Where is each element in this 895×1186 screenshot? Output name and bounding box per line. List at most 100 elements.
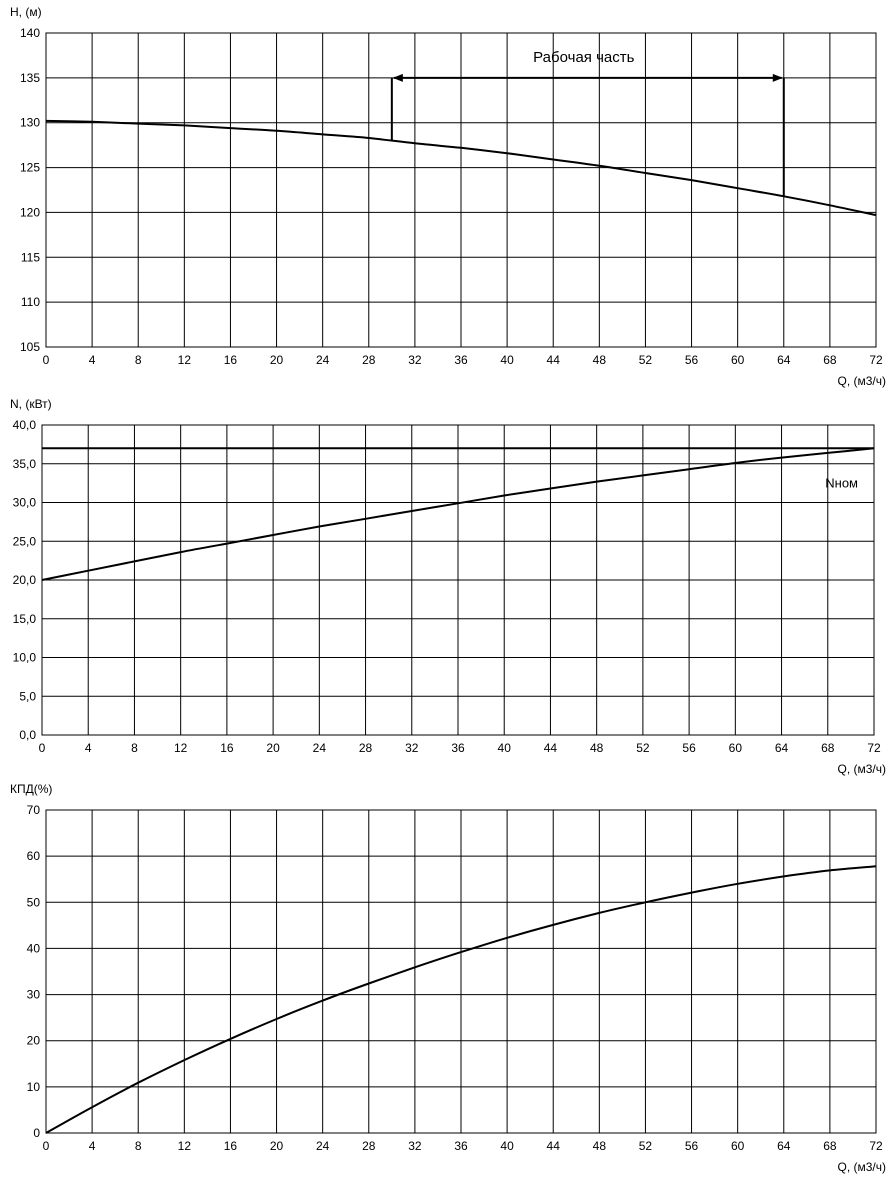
y-tick-label: 130 — [20, 116, 40, 130]
x-tick-label: 24 — [313, 741, 327, 755]
x-tick-label: 56 — [685, 1139, 699, 1153]
x-tick-label: 12 — [178, 353, 192, 367]
x-tick-label: 40 — [500, 353, 514, 367]
x-tick-label: 44 — [544, 741, 558, 755]
x-tick-label: 72 — [869, 353, 883, 367]
y-tick-label: 30,0 — [13, 496, 37, 510]
chart-2: 0 4 8 12 16 20 24 28 32 36 40 44 48 52 56 60 64 68 720,05,… — [10, 397, 886, 776]
y-tick-label: 110 — [21, 295, 40, 309]
x-tick-label: 40 — [498, 741, 512, 755]
x-tick-label: 0 — [43, 353, 50, 367]
x-tick-label: 64 — [777, 1139, 791, 1153]
x-tick-label: 72 — [867, 741, 881, 755]
y-axis-label: N, (кВт) — [10, 397, 52, 411]
working-range-label: Рабочая часть — [533, 49, 634, 66]
y-tick-label: 10 — [27, 1080, 41, 1094]
x-tick-label: 48 — [590, 741, 604, 755]
plot-frame — [45, 809, 877, 1134]
y-tick-label: 60 — [27, 849, 41, 863]
x-tick-label: 72 — [869, 1139, 883, 1153]
x-tick-label: 20 — [266, 741, 280, 755]
x-axis-label: Q, (м3/ч) — [837, 374, 886, 388]
y-tick-label: 140 — [20, 26, 40, 40]
x-tick-label: 32 — [405, 741, 419, 755]
y-tick-label: 0,0 — [19, 728, 36, 742]
x-tick-label: 48 — [593, 353, 607, 367]
x-tick-label: 44 — [547, 1139, 561, 1153]
y-tick-label: 105 — [20, 340, 40, 354]
y-tick-label: 20,0 — [13, 573, 37, 587]
x-tick-label: 56 — [685, 353, 699, 367]
x-tick-label: 20 — [270, 353, 284, 367]
x-tick-label: 16 — [224, 353, 238, 367]
y-tick-label: 25,0 — [13, 534, 37, 548]
chart-1: 0 4 8 12 16 20 24 28 32 36 40 44 48 52 56 60 64 68 7210511… — [10, 5, 886, 388]
x-axis-label: Q, (м3/ч) — [837, 1160, 886, 1174]
x-tick-label: 56 — [682, 741, 696, 755]
x-tick-label: 32 — [408, 1139, 422, 1153]
x-tick-label: 40 — [500, 1139, 514, 1153]
chart-3: 0 4 8 12 16 20 24 28 32 36 40 44 48 52 56 60 64 68 7201020… — [10, 782, 886, 1174]
x-tick-label: 64 — [775, 741, 789, 755]
x-tick-label: 36 — [454, 353, 468, 367]
x-tick-label: 24 — [316, 353, 330, 367]
x-tick-label: 32 — [408, 353, 422, 367]
x-tick-label: 52 — [639, 353, 653, 367]
x-tick-label: 36 — [451, 741, 465, 755]
x-tick-label: 60 — [731, 353, 745, 367]
arrowhead-left-icon — [392, 73, 403, 82]
x-tick-label: 60 — [731, 1139, 745, 1153]
x-tick-label: 28 — [359, 741, 373, 755]
x-tick-label: 20 — [270, 1139, 284, 1153]
x-tick-label: 4 — [85, 741, 92, 755]
arrowhead-right-icon — [772, 73, 783, 82]
x-tick-label: 16 — [220, 741, 234, 755]
x-tick-label: 64 — [777, 353, 791, 367]
x-tick-label: 52 — [639, 1139, 653, 1153]
x-tick-label: 28 — [362, 353, 376, 367]
y-tick-label: 50 — [27, 895, 41, 909]
y-tick-label: 15,0 — [13, 612, 37, 626]
y-tick-label: 135 — [20, 71, 40, 85]
y-tick-label: 30 — [27, 988, 41, 1002]
series-line — [41, 447, 875, 581]
y-tick-label: 40 — [27, 941, 41, 955]
x-tick-label: 28 — [362, 1139, 376, 1153]
x-tick-label: 8 — [135, 353, 142, 367]
x-tick-label: 4 — [89, 1139, 96, 1153]
x-tick-label: 0 — [43, 1139, 50, 1153]
x-tick-label: 52 — [636, 741, 650, 755]
y-tick-label: 120 — [20, 205, 40, 219]
y-tick-label: 0 — [33, 1126, 40, 1140]
y-tick-label: 125 — [20, 161, 40, 175]
y-tick-label: 40,0 — [13, 418, 37, 432]
y-axis-label: КПД(%) — [10, 782, 52, 796]
x-tick-label: 44 — [547, 353, 561, 367]
y-axis-label: H, (м) — [10, 5, 42, 19]
x-axis-label: Q, (м3/ч) — [837, 762, 886, 776]
y-tick-label: 115 — [21, 250, 40, 264]
x-tick-label: 16 — [224, 1139, 238, 1153]
x-tick-label: 68 — [823, 353, 837, 367]
x-tick-label: 12 — [178, 1139, 192, 1153]
plot-frame — [45, 32, 877, 348]
x-tick-label: 36 — [454, 1139, 468, 1153]
series-line — [45, 865, 877, 1134]
x-tick-label: 8 — [131, 741, 138, 755]
series-label: Nном — [825, 475, 858, 490]
y-tick-label: 20 — [27, 1034, 41, 1048]
x-tick-label: 4 — [89, 353, 96, 367]
x-tick-label: 60 — [729, 741, 743, 755]
y-tick-label: 5,0 — [19, 689, 36, 703]
x-tick-label: 68 — [823, 1139, 837, 1153]
x-tick-label: 24 — [316, 1139, 330, 1153]
x-tick-label: 68 — [821, 741, 835, 755]
x-tick-label: 48 — [593, 1139, 607, 1153]
y-tick-label: 35,0 — [13, 457, 37, 471]
x-tick-label: 8 — [135, 1139, 142, 1153]
x-tick-label: 12 — [174, 741, 188, 755]
y-tick-label: 10,0 — [13, 651, 37, 665]
series-line — [45, 119, 877, 217]
y-tick-label: 70 — [27, 803, 41, 817]
